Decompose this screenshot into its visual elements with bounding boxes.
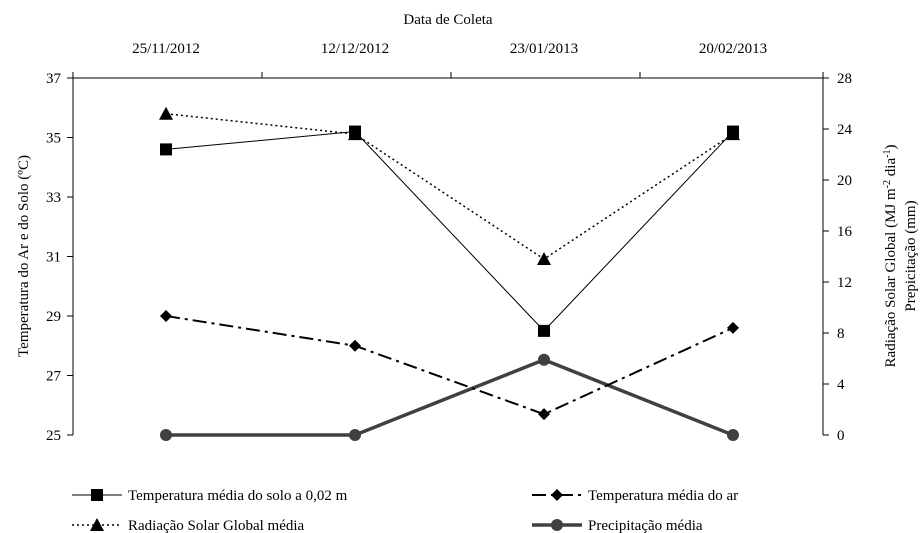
series-line-2 <box>165 315 734 416</box>
x-tick-label: 25/11/2012 <box>132 41 200 57</box>
right-y-tick-label: 4 <box>837 377 845 393</box>
square-marker <box>538 324 550 337</box>
legend-label: Temperatura média do ar <box>588 488 738 504</box>
circle-marker <box>727 429 739 441</box>
x-tick-label: 23/01/2013 <box>510 41 578 57</box>
x-tick-label: 20/02/2013 <box>699 41 767 57</box>
x-axis-title: Data de Coleta <box>403 12 492 28</box>
left-y-tick-label: 27 <box>46 369 62 385</box>
diamond-marker <box>727 321 739 334</box>
left-y-tick-label: 35 <box>46 131 61 147</box>
triangle-marker <box>537 252 551 266</box>
left-y-tick-label: 33 <box>46 190 61 206</box>
triangle-marker <box>90 518 104 531</box>
right-y-tick-label: 0 <box>837 428 845 444</box>
circle-marker <box>160 429 172 441</box>
left-y-tick-label: 25 <box>46 428 61 444</box>
square-marker <box>349 125 361 138</box>
series-line-3 <box>165 112 734 260</box>
square-marker <box>160 143 172 156</box>
right-y-tick-label: 12 <box>837 275 852 291</box>
legend-item: Temperatura média do solo a 0,02 m <box>72 488 348 504</box>
legend-item: Temperatura média do ar <box>532 488 738 504</box>
right-y-tick-label: 28 <box>837 71 852 87</box>
diamond-marker <box>349 339 361 352</box>
circle-marker <box>349 429 361 441</box>
left-y-tick-label: 31 <box>46 250 61 266</box>
right-y-tick-label: 8 <box>837 326 845 342</box>
ticks <box>67 72 829 436</box>
square-marker <box>727 125 739 138</box>
series-line-1 <box>165 131 734 332</box>
left-y-tick-label: 29 <box>46 309 61 325</box>
diamond-marker <box>160 310 172 322</box>
left-y-axis-title: Temperatura do Ar e do Solo (ºC) <box>16 155 32 357</box>
square-marker <box>91 489 103 501</box>
legend: Temperatura média do solo a 0,02 m Temper… <box>72 488 738 533</box>
diamond-marker <box>551 489 563 501</box>
right-y-tick-label: 20 <box>837 173 852 189</box>
legend-item: Radiação Solar Global média <box>72 518 305 533</box>
right-y-axis-title-radiation: Radiação Solar Global (MJ m-2 dia-1) <box>882 145 900 368</box>
left-y-tick-label: 37 <box>46 71 62 87</box>
circle-marker <box>551 519 563 531</box>
triangle-marker <box>159 106 173 120</box>
circle-marker <box>538 353 550 366</box>
series-line-4 <box>166 357 734 437</box>
series-markers <box>159 106 740 441</box>
right-y-tick-label: 16 <box>837 224 853 240</box>
tick-labels: 25 27 29 31 33 35 37 0 4 8 12 16 20 24 28 25/11/2012 12/… <box>46 41 853 444</box>
diamond-marker <box>538 408 550 421</box>
right-y-tick-label: 24 <box>837 122 853 138</box>
axes <box>72 77 824 435</box>
right-y-axis-title-precipitation: Prepicitação (mm) <box>903 200 919 311</box>
series-lines <box>165 112 734 437</box>
legend-label: Radiação Solar Global média <box>128 518 305 533</box>
legend-label: Precipitação média <box>588 518 703 533</box>
legend-item: Precipitação média <box>532 518 703 533</box>
x-tick-label: 12/12/2012 <box>321 41 389 57</box>
legend-label: Temperatura média do solo a 0,02 m <box>128 488 348 504</box>
